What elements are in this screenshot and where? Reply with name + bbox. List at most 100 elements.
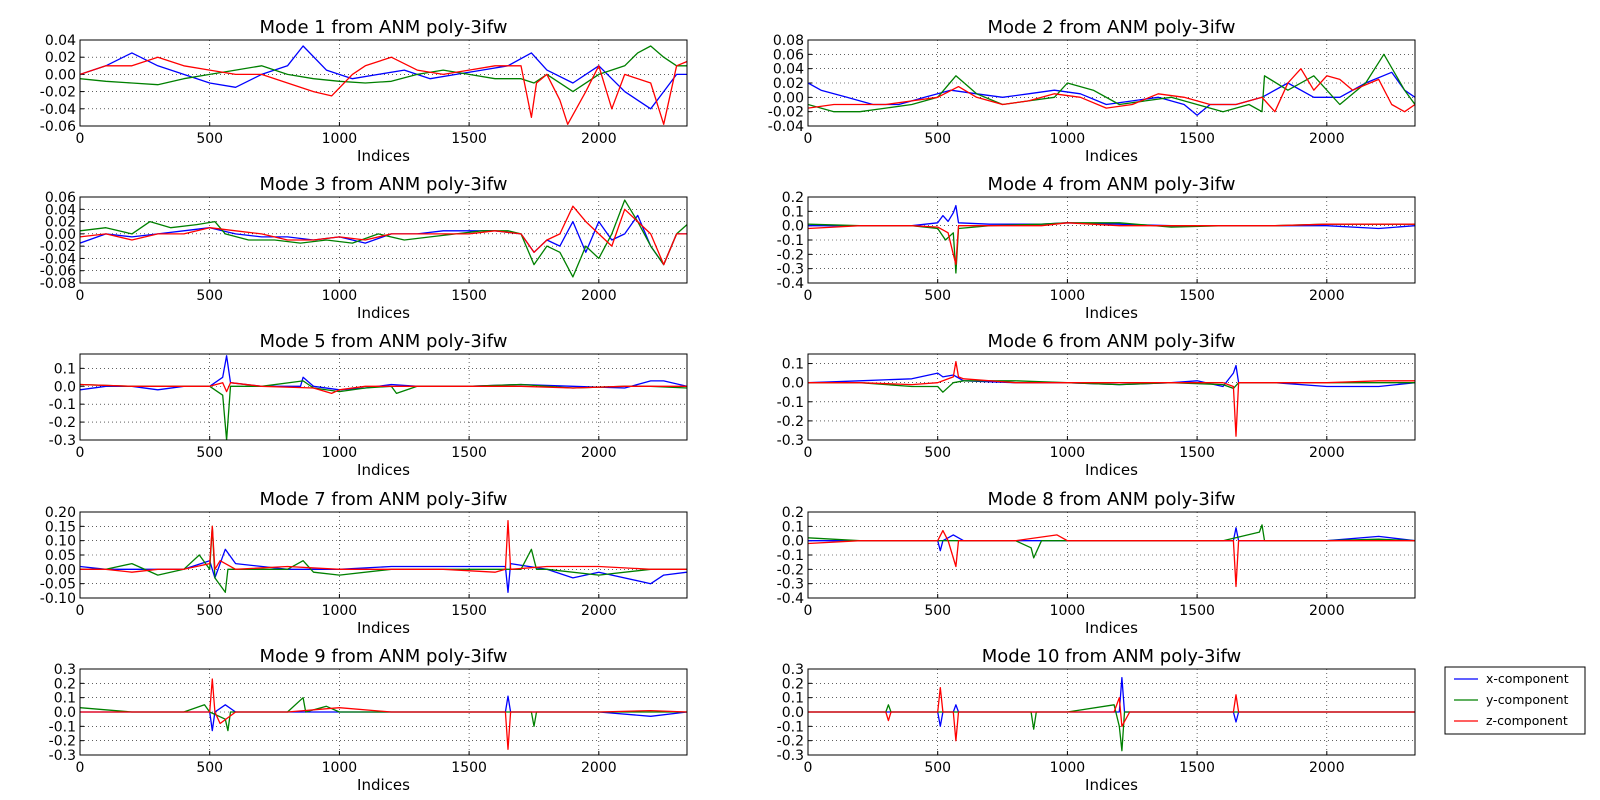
subplot-title: Mode 6 from ANM poly-3ifw	[987, 331, 1235, 352]
y-tick-label: 0.05	[45, 548, 76, 564]
x-tick-label: 2000	[1309, 288, 1345, 304]
y-tick-label: 0.0	[782, 376, 804, 392]
legend-label-x: x-component	[1486, 671, 1569, 686]
y-tick-label: 0.1	[782, 357, 804, 373]
subplot-mode-9: Mode 9 from ANM poly-3ifw 0 500 1000 1500 200…	[49, 646, 688, 794]
legend-label-z: z-component	[1486, 713, 1568, 728]
y-tick-label: -0.2	[49, 734, 76, 750]
y-tick-label: 0.2	[54, 676, 76, 692]
y-tick-label: 0.1	[782, 691, 804, 707]
x-axis-label: Indices	[357, 776, 410, 794]
x-tick-label: 1000	[322, 131, 358, 147]
plot-frame	[807, 353, 1416, 441]
y-tick-label: -0.4	[777, 591, 804, 607]
y-tick-label: -0.08	[40, 276, 76, 292]
plot-frame	[807, 39, 1416, 127]
subplot-title: Mode 2 from ANM poly-3ifw	[987, 17, 1235, 38]
x-tick-label: 1500	[1179, 288, 1215, 304]
subplot-title: Mode 7 from ANM poly-3ifw	[259, 489, 507, 510]
y-tick-label: 0.0	[54, 705, 76, 721]
x-tick-label: 1500	[1179, 131, 1215, 147]
x-axis-label: Indices	[357, 147, 410, 165]
y-tick-label: 0.02	[45, 215, 76, 231]
y-tick-label: -0.02	[40, 239, 76, 255]
y-tick-label: 0.06	[773, 47, 804, 63]
y-tick-label: -0.04	[768, 119, 804, 135]
subplot-mode-6: Mode 6 from ANM poly-3ifw 0 500 1000 1500 200…	[777, 331, 1416, 479]
y-tick-label: 0.00	[773, 90, 804, 106]
y-tick-label: -0.04	[40, 251, 76, 267]
plot-frame	[79, 196, 688, 284]
subplot-mode-2: Mode 2 from ANM poly-3ifw 0 500 1000 1500 200…	[768, 17, 1416, 165]
legend-label-y: y-component	[1486, 692, 1569, 707]
x-tick-label: 500	[196, 445, 223, 461]
y-tick-label: 0.1	[782, 519, 804, 535]
y-tick-label: -0.3	[49, 433, 76, 449]
series-line-x-component	[80, 214, 687, 266]
subplot-mode-10: Mode 10 from ANM poly-3ifw 0 500 1000 1500 20…	[777, 646, 1416, 794]
x-tick-label: 500	[196, 603, 223, 619]
y-tick-label: 0.2	[782, 676, 804, 692]
x-tick-label: 1000	[322, 760, 358, 776]
plot-frame	[807, 196, 1416, 284]
subplot-mode-4: Mode 4 from ANM poly-3ifw 0 500 1000 1500 200…	[777, 174, 1416, 322]
x-tick-label: 1000	[1050, 445, 1086, 461]
y-tick-label: -0.06	[40, 119, 76, 135]
series-line-z-component	[80, 205, 687, 266]
x-tick-label: 1500	[451, 288, 487, 304]
x-tick-label: 0	[76, 760, 85, 776]
y-tick-label: 0.10	[45, 534, 76, 550]
x-tick-label: 500	[196, 288, 223, 304]
x-tick-label: 1500	[451, 131, 487, 147]
series-line-z-component	[808, 222, 1415, 266]
x-tick-label: 1000	[322, 445, 358, 461]
series-line-y-component	[80, 45, 687, 93]
y-tick-label: -0.2	[777, 562, 804, 578]
subplot-title: Mode 4 from ANM poly-3ifw	[987, 174, 1235, 195]
plot-frame	[79, 39, 688, 127]
x-axis-label: Indices	[357, 304, 410, 322]
x-tick-label: 2000	[1309, 445, 1345, 461]
y-tick-label: 0.1	[54, 691, 76, 707]
x-tick-label: 2000	[1309, 760, 1345, 776]
y-tick-label: 0.3	[782, 662, 804, 678]
y-tick-label: 0.0	[54, 379, 76, 395]
y-tick-label: 0.00	[45, 227, 76, 243]
series-line-z-component	[80, 56, 687, 125]
x-tick-label: 0	[804, 131, 813, 147]
y-tick-label: 0.2	[782, 190, 804, 206]
y-tick-label: 0.0	[782, 219, 804, 235]
x-tick-label: 1000	[1050, 760, 1086, 776]
subplot-mode-7: Mode 7 from ANM poly-3ifw 0 500 1000 1500 200…	[40, 489, 688, 637]
x-tick-label: 1000	[322, 288, 358, 304]
subplot-title: Mode 8 from ANM poly-3ifw	[987, 489, 1235, 510]
x-tick-label: 2000	[581, 445, 617, 461]
plot-frame	[807, 511, 1416, 599]
y-tick-label: -0.10	[40, 591, 76, 607]
series-line-y-component	[80, 199, 687, 278]
plot-frame	[807, 668, 1416, 756]
y-tick-label: 0.0	[782, 705, 804, 721]
series-line-z-component	[808, 686, 1415, 742]
y-tick-label: 0.08	[773, 33, 804, 49]
x-axis-label: Indices	[1085, 304, 1138, 322]
plot-frame	[79, 511, 688, 599]
y-tick-label: 0.04	[45, 33, 76, 49]
x-tick-label: 0	[76, 131, 85, 147]
x-axis-label: Indices	[1085, 776, 1138, 794]
x-tick-label: 0	[76, 445, 85, 461]
plot-frame	[79, 668, 688, 756]
x-axis-label: Indices	[357, 461, 410, 479]
series-line-y-component	[808, 524, 1415, 559]
x-tick-label: 500	[196, 760, 223, 776]
x-tick-label: 500	[924, 131, 951, 147]
y-tick-label: 0.2	[782, 505, 804, 521]
subplot-mode-3: Mode 3 from ANM poly-3ifw 0 500 1000 1500 200…	[40, 174, 688, 322]
x-tick-label: 1500	[451, 603, 487, 619]
y-tick-label: -0.3	[777, 262, 804, 278]
series-line-x-component	[80, 695, 687, 732]
y-tick-label: 0.15	[45, 519, 76, 535]
x-tick-label: 1500	[451, 445, 487, 461]
y-tick-label: 0.02	[773, 76, 804, 92]
x-tick-label: 0	[804, 288, 813, 304]
